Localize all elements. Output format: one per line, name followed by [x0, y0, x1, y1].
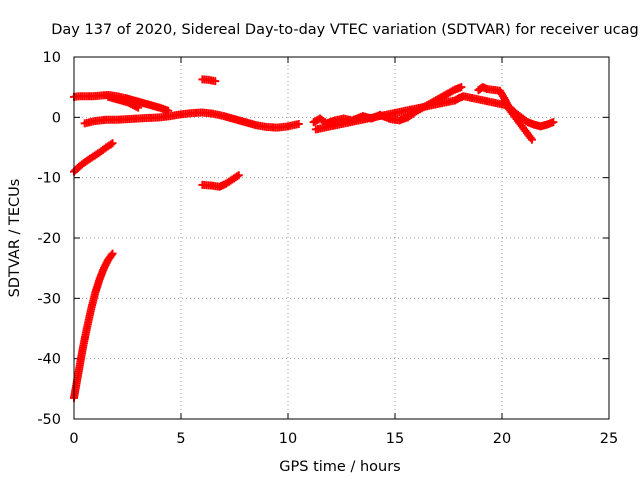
y-tick-label: -40 — [37, 352, 61, 368]
y-axis-label: SDTVAR / TECUs — [7, 179, 23, 298]
y-tick-label: 10 — [43, 50, 61, 66]
x-axis-label: GPS time / hours — [279, 459, 400, 475]
data-point — [134, 103, 143, 112]
data-points — [70, 75, 558, 402]
y-tick-label: -20 — [37, 231, 61, 247]
data-point — [457, 83, 466, 92]
x-tick-label: 10 — [279, 431, 297, 447]
data-point — [108, 139, 117, 148]
series-arc-b — [104, 92, 143, 112]
data-point — [107, 251, 116, 260]
y-tick-label: 0 — [52, 110, 61, 126]
data-point — [108, 249, 117, 258]
axis-ticks: 0 5 10 15 20 25 -50 -40 -30 -20 -10 0 10 — [37, 50, 618, 447]
data-point — [233, 172, 242, 181]
x-tick-label: 0 — [69, 431, 78, 447]
data-point — [106, 140, 115, 149]
series-arc-i — [198, 171, 243, 191]
y-tick-label: -30 — [37, 291, 61, 307]
series-arc-h — [70, 139, 117, 176]
plot-frame — [73, 56, 610, 420]
x-tick-label: 15 — [386, 431, 404, 447]
y-tick-label: -10 — [37, 171, 61, 187]
series-arc-j — [70, 249, 117, 402]
x-tick-label: 25 — [600, 431, 618, 447]
x-tick-label: 20 — [493, 431, 511, 447]
grid-lines — [74, 57, 609, 419]
series-arc-f — [311, 92, 536, 144]
data-point — [294, 119, 303, 128]
data-point — [234, 171, 243, 180]
data-point — [549, 118, 558, 127]
data-point — [211, 77, 220, 86]
y-tick-label: -50 — [37, 412, 61, 428]
x-tick-label: 5 — [176, 431, 185, 447]
data-point — [527, 135, 536, 144]
series-arc-g — [198, 75, 220, 86]
series-arc-c — [80, 108, 303, 132]
chart-title: Day 137 of 2020, Sidereal Day-to-day VTE… — [51, 22, 639, 38]
